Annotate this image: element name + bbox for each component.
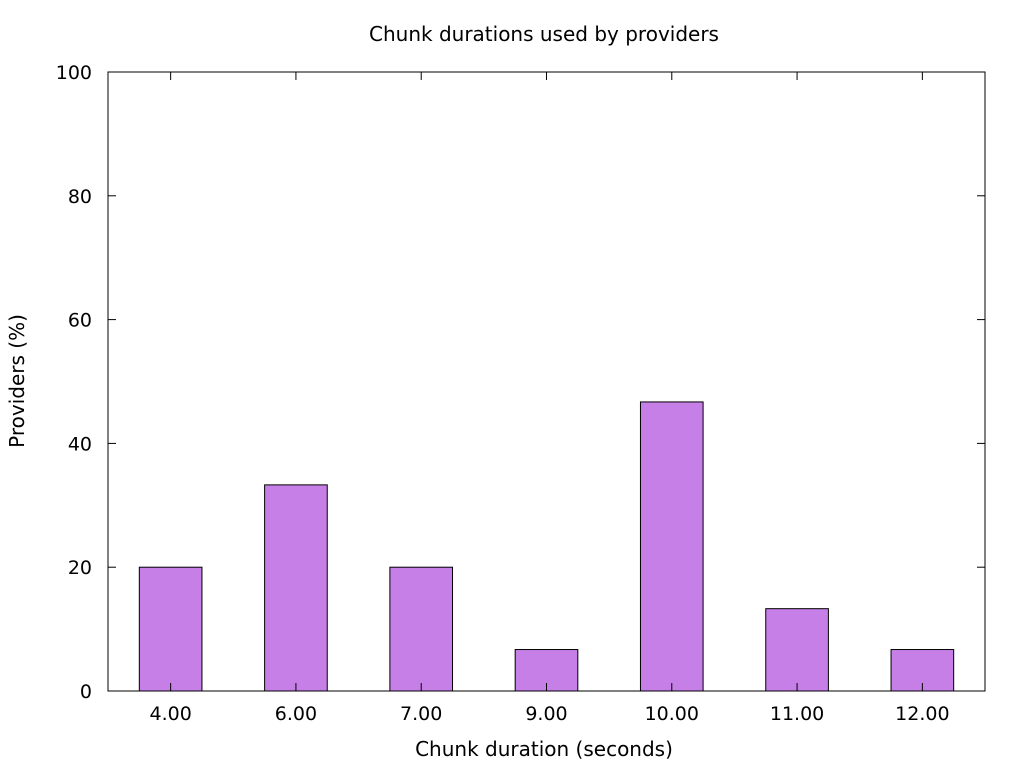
bar-10.00 bbox=[639, 401, 704, 692]
y-tick-label: 20 bbox=[68, 557, 92, 579]
x-axis-label: Chunk duration (seconds) bbox=[415, 737, 673, 761]
bar-6.00 bbox=[264, 484, 328, 692]
ticks-group: 4.00 6.00 7.00 9.00 10.00 11.00 12.00 0 20 40 60 80… bbox=[56, 62, 985, 725]
y-tick-label: 100 bbox=[56, 62, 92, 84]
x-tick-label: 11.00 bbox=[770, 703, 824, 725]
y-tick-label: 40 bbox=[68, 433, 92, 455]
y-axis-label: Providers (%) bbox=[5, 314, 29, 448]
x-tick-label: 10.00 bbox=[645, 703, 699, 725]
plot-frame bbox=[107, 71, 986, 692]
bars-group bbox=[138, 401, 955, 692]
bar-7.00 bbox=[389, 566, 454, 692]
y-tick-label: 60 bbox=[68, 310, 92, 332]
y-tick-label: 80 bbox=[68, 186, 92, 208]
bar-11.00 bbox=[765, 608, 829, 692]
bar-4.00 bbox=[138, 566, 203, 692]
chart-title: Chunk durations used by providers bbox=[369, 22, 719, 46]
x-tick-label: 6.00 bbox=[275, 703, 317, 725]
x-tick-label: 7.00 bbox=[400, 703, 442, 725]
y-tick-label: 0 bbox=[80, 681, 92, 703]
x-tick-label: 4.00 bbox=[149, 703, 191, 725]
x-tick-label: 12.00 bbox=[895, 703, 949, 725]
x-tick-label: 9.00 bbox=[525, 703, 567, 725]
